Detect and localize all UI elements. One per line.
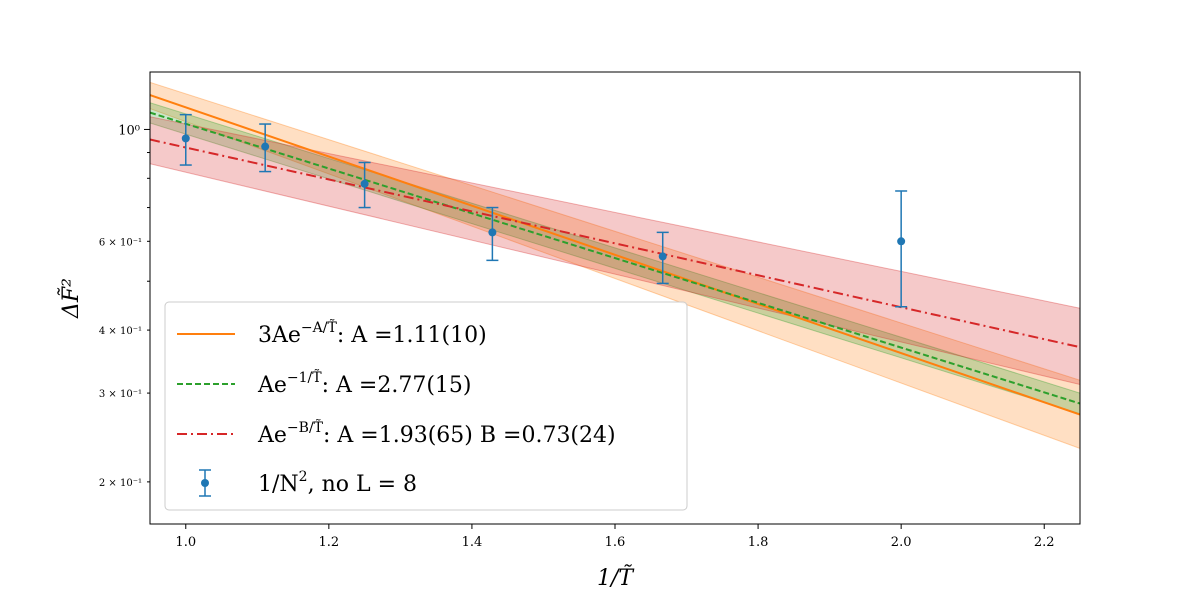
fit-AexpB-band: [150, 116, 1080, 386]
x-tick-label: 2.2: [1034, 535, 1055, 550]
y-minor-tick-label: 4 × 10⁻¹: [99, 326, 142, 337]
x-axis: 1.0 1.2 1.4 1.6 1.8 2.0 2.2: [175, 524, 1055, 550]
y-minor-tick-label: 6 × 10⁻¹: [99, 237, 142, 248]
data-point: [656, 231, 669, 285]
legend-entry: Ae−B/T̃: A =1.93(65) B =0.73(24): [177, 418, 616, 448]
legend-label: 1/N2, no L = 8: [258, 469, 417, 497]
legend-label: Ae−1/T̃: A =2.77(15): [257, 368, 472, 398]
legend: 3Ae−A/T̃: A =1.11(10) Ae−1/T̃: A =2.77(15…: [164, 301, 688, 511]
x-tick-label: 1.8: [748, 535, 769, 550]
y-axis: 10⁰ 2 × 10⁻¹ 3 × 10⁻¹ 4 × 10⁻¹ 6 × 10⁻¹: [99, 123, 150, 489]
legend-label: Ae−B/T̃: A =1.93(65) B =0.73(24): [257, 418, 616, 448]
data-point: [179, 113, 192, 166]
legend-entry: 1/N2, no L = 8: [199, 469, 417, 497]
x-tick-label: 1.2: [319, 535, 340, 550]
data-point: [259, 123, 272, 173]
lines-layer: [150, 94, 1080, 416]
legend-box: [164, 301, 688, 511]
fit-Aexp-1-line: [150, 111, 1080, 405]
y-minor-tick-label: 2 × 10⁻¹: [99, 478, 142, 489]
x-axis-label: 1/T̃: [597, 565, 635, 591]
y-major-tick-label: 10⁰: [118, 123, 140, 138]
x-tick-label: 1.4: [462, 535, 483, 550]
legend-label: 3Ae−A/T̃: A =1.11(10): [258, 318, 487, 348]
fit-AexpB-line: [150, 138, 1080, 349]
x-tick-label: 1.6: [605, 535, 626, 550]
data-point: [358, 161, 371, 209]
fit-3Aexp-line: [150, 94, 1080, 416]
x-tick-label: 1.0: [175, 535, 196, 550]
data-point: [895, 190, 908, 308]
legend-entry: Ae−1/T̃: A =2.77(15): [177, 368, 472, 398]
fit-3Aexp-band: [150, 81, 1080, 449]
x-tick-label: 2.0: [891, 535, 912, 550]
y-minor-tick-label: 3 × 10⁻¹: [99, 389, 142, 400]
data-layer: [179, 113, 908, 308]
legend-entry: 3Ae−A/T̃: A =1.11(10): [177, 318, 487, 348]
data-point: [486, 206, 499, 262]
y-axis-label: ΔF̃²: [58, 278, 84, 319]
